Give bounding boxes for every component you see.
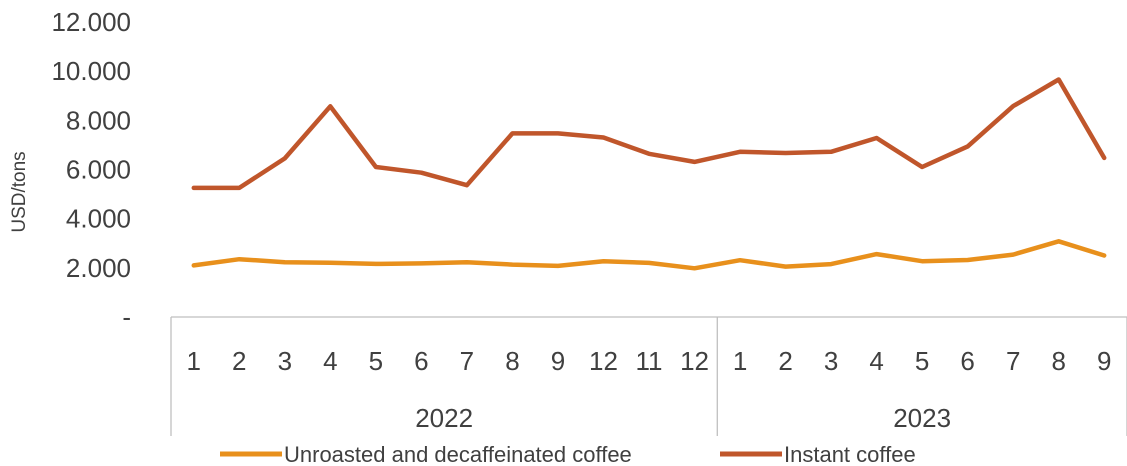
y-tick-label: 8.000: [66, 105, 131, 135]
x-tick-label: 8: [505, 346, 519, 376]
x-tick-label: 3: [278, 346, 292, 376]
x-tick-label: 11: [636, 346, 663, 376]
x-axis-frame: [170, 316, 1127, 436]
y-tick-label: 10.000: [51, 56, 131, 86]
x-axis-group-labels: 2022 2023: [415, 403, 951, 433]
x-tick-label: 9: [551, 346, 565, 376]
x-tick-label: 5: [915, 346, 929, 376]
y-axis-title-group: USD/tons: [9, 151, 30, 232]
x-tick-label: 5: [369, 346, 383, 376]
x-tick-label: 3: [824, 346, 838, 376]
y-axis-title: USD/tons: [9, 151, 30, 232]
x-axis-tick-labels: 1 2 3 4 5 6 7 8 9 12 11 12 1 2 3 4 5 6 7 8 9: [187, 346, 1112, 376]
legend-label-1: Instant coffee: [784, 442, 916, 466]
x-group-label: 2022: [415, 403, 473, 433]
y-tick-label: 6.000: [66, 155, 131, 185]
x-tick-label: 2: [778, 346, 792, 376]
x-tick-label: 8: [1051, 346, 1065, 376]
y-tick-label: 4.000: [66, 204, 131, 234]
x-tick-label: 1: [187, 346, 201, 376]
x-tick-label: 7: [1006, 346, 1020, 376]
x-group-label: 2023: [893, 403, 951, 433]
x-tick-label: 4: [869, 346, 883, 376]
y-axis-ticks: - 2.000 4.000 6.000 8.000 10.000 12.000: [51, 7, 131, 332]
x-tick-label: 12: [680, 346, 709, 376]
series-line-0: [191, 239, 1107, 271]
series-lines: [191, 77, 1107, 271]
x-tick-label: 6: [414, 346, 428, 376]
x-tick-label: 4: [323, 346, 337, 376]
y-tick-label: 2.000: [66, 253, 131, 283]
y-tick-label: -: [122, 302, 131, 332]
x-tick-label: 1: [733, 346, 747, 376]
y-tick-label: 12.000: [51, 7, 131, 37]
x-tick-label: 9: [1097, 346, 1111, 376]
legend-label-0: Unroasted and decaffeinated coffee: [284, 442, 632, 466]
x-tick-label: 7: [460, 346, 474, 376]
x-tick-label: 12: [589, 346, 618, 376]
x-tick-label: 2: [232, 346, 246, 376]
series-line-1: [191, 77, 1107, 191]
legend: Unroasted and decaffeinated coffee Instan…: [220, 442, 916, 466]
x-tick-label: 6: [960, 346, 974, 376]
